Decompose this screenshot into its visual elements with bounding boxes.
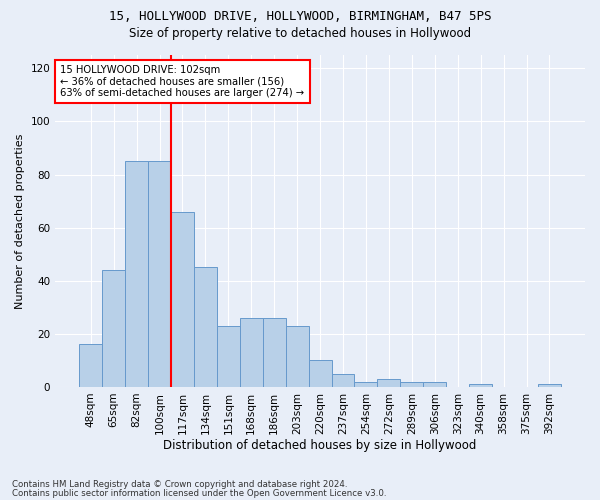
Bar [125,161,148,387]
Bar [377,379,400,387]
Bar [308,360,332,387]
Bar [538,384,561,387]
Bar [332,374,355,387]
Bar [286,326,308,387]
Y-axis label: Number of detached properties: Number of detached properties [15,134,25,308]
Bar [423,382,446,387]
Text: Contains public sector information licensed under the Open Government Licence v3: Contains public sector information licen… [12,488,386,498]
Text: Size of property relative to detached houses in Hollywood: Size of property relative to detached ho… [129,28,471,40]
Bar [79,344,102,387]
Bar [469,384,492,387]
Bar [240,318,263,387]
Text: 15 HOLLYWOOD DRIVE: 102sqm
← 36% of detached houses are smaller (156)
63% of sem: 15 HOLLYWOOD DRIVE: 102sqm ← 36% of deta… [61,65,305,98]
Bar [263,318,286,387]
Bar [400,382,423,387]
Text: Contains HM Land Registry data © Crown copyright and database right 2024.: Contains HM Land Registry data © Crown c… [12,480,347,489]
Bar [102,270,125,387]
Bar [217,326,240,387]
Bar [194,268,217,387]
Bar [148,161,171,387]
Bar [355,382,377,387]
X-axis label: Distribution of detached houses by size in Hollywood: Distribution of detached houses by size … [163,440,477,452]
Bar [171,212,194,387]
Text: 15, HOLLYWOOD DRIVE, HOLLYWOOD, BIRMINGHAM, B47 5PS: 15, HOLLYWOOD DRIVE, HOLLYWOOD, BIRMINGH… [109,10,491,23]
